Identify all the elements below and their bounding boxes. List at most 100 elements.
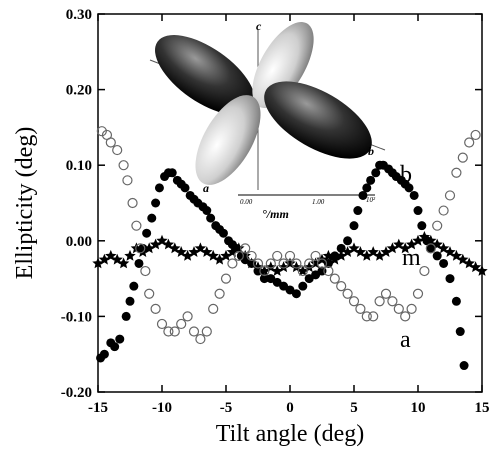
point [180,183,190,193]
point [412,288,424,299]
point [195,333,206,345]
plot-area: -0.20 -0.10 0.00 0.10 0.20 0.30 -15 -10 -5 0 5 10 15… [61,7,490,416]
point [143,242,155,254]
point [99,349,109,359]
point [135,243,146,254]
point [142,228,152,238]
point [361,249,373,261]
point [151,198,161,208]
point [316,258,328,269]
point [329,253,341,265]
x-tick-label: -10 [152,400,172,416]
y-tick-label: 0.30 [66,7,92,23]
lobe [155,35,255,115]
point [439,258,449,268]
point [115,334,125,344]
point [272,250,283,262]
point [361,311,372,322]
point [409,190,419,200]
point [259,265,270,277]
point [353,206,363,216]
point [400,311,411,322]
point [343,236,353,246]
point [303,261,315,273]
point [176,318,187,330]
point [220,249,232,261]
point [208,303,219,314]
point [144,288,155,299]
point [297,265,309,276]
point [476,265,488,276]
point [105,137,116,148]
point [291,258,302,269]
point [92,257,104,269]
point [233,250,244,262]
point [265,258,276,269]
point [259,274,269,284]
point [371,168,381,178]
point [252,258,264,269]
point [96,126,107,137]
point [438,205,449,216]
x-tick-label: 15 [475,400,490,416]
point [118,160,129,171]
point [374,296,385,307]
point [368,311,379,322]
x-tick-label: 10 [411,400,426,416]
point [127,197,138,209]
x-axis-title: Tilt angle (deg) [216,421,364,447]
x-tick-label: 5 [350,400,358,416]
point [373,249,386,261]
point [455,327,465,337]
point [366,175,376,185]
point [335,249,347,261]
inset-scale-label: 10² [366,196,376,204]
point [167,168,177,178]
y-tick-label: -0.10 [61,309,92,325]
y-tick-label: 0.00 [66,234,92,250]
point [110,342,120,352]
point [246,250,257,262]
point [182,311,193,322]
point [125,296,135,306]
point [147,213,157,223]
point [386,242,399,254]
series-label: m [402,245,421,271]
point [220,273,232,284]
y-tick-label: 0.20 [66,83,92,99]
point [405,238,418,250]
point [181,249,194,261]
point [298,281,308,291]
x-tick-label: -15 [88,400,108,416]
point [329,273,340,284]
point [432,220,443,231]
point [218,228,228,238]
point [188,246,200,257]
point [124,249,136,261]
point [348,296,360,307]
point [277,261,290,273]
inset: c a b 0.00 1.00 10² °/mm [149,19,386,221]
point [432,251,442,261]
point [154,183,164,193]
inset-label: b [368,144,374,158]
point [150,303,161,314]
point [98,253,111,265]
point [240,243,251,254]
point [137,246,149,257]
point [419,265,430,277]
point [117,257,130,269]
point [291,289,301,299]
point [201,326,212,337]
point [444,190,456,201]
point [425,243,436,254]
point [112,144,123,156]
point [206,213,216,223]
point [413,206,423,216]
point [310,250,321,262]
point [213,253,226,265]
y-tick-label: 0.10 [66,158,92,174]
point [399,242,411,254]
x-tick-label: 0 [286,400,294,416]
